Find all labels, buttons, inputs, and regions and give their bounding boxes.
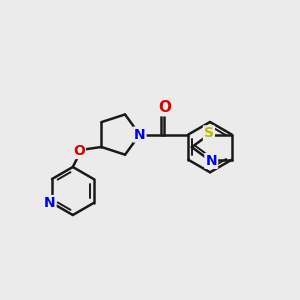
Text: N: N	[44, 196, 56, 210]
Text: N: N	[134, 128, 146, 142]
Text: O: O	[158, 100, 171, 115]
Text: S: S	[204, 126, 214, 140]
Text: N: N	[206, 154, 217, 168]
Text: O: O	[73, 144, 85, 158]
